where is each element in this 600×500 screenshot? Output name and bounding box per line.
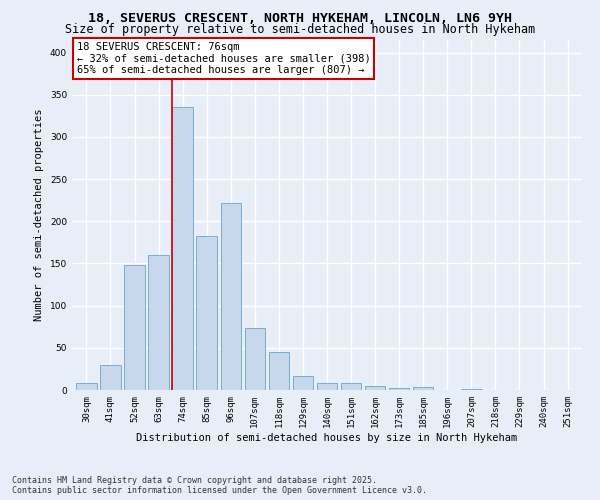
Bar: [293, 376, 313, 390]
Bar: [76, 384, 97, 390]
Bar: [172, 108, 193, 390]
Bar: [196, 236, 217, 390]
X-axis label: Distribution of semi-detached houses by size in North Hykeham: Distribution of semi-detached houses by …: [136, 432, 518, 442]
Bar: [389, 388, 409, 390]
Bar: [317, 384, 337, 390]
Y-axis label: Number of semi-detached properties: Number of semi-detached properties: [34, 109, 44, 322]
Text: 18, SEVERUS CRESCENT, NORTH HYKEHAM, LINCOLN, LN6 9YH: 18, SEVERUS CRESCENT, NORTH HYKEHAM, LIN…: [88, 12, 512, 26]
Bar: [221, 203, 241, 390]
Bar: [365, 386, 385, 390]
Bar: [461, 389, 482, 390]
Bar: [413, 386, 433, 390]
Text: Size of property relative to semi-detached houses in North Hykeham: Size of property relative to semi-detach…: [65, 22, 535, 36]
Bar: [124, 265, 145, 390]
Bar: [269, 352, 289, 390]
Bar: [341, 384, 361, 390]
Text: Contains HM Land Registry data © Crown copyright and database right 2025.
Contai: Contains HM Land Registry data © Crown c…: [12, 476, 427, 495]
Bar: [148, 255, 169, 390]
Text: 18 SEVERUS CRESCENT: 76sqm
← 32% of semi-detached houses are smaller (398)
65% o: 18 SEVERUS CRESCENT: 76sqm ← 32% of semi…: [77, 42, 371, 75]
Bar: [100, 364, 121, 390]
Bar: [245, 328, 265, 390]
